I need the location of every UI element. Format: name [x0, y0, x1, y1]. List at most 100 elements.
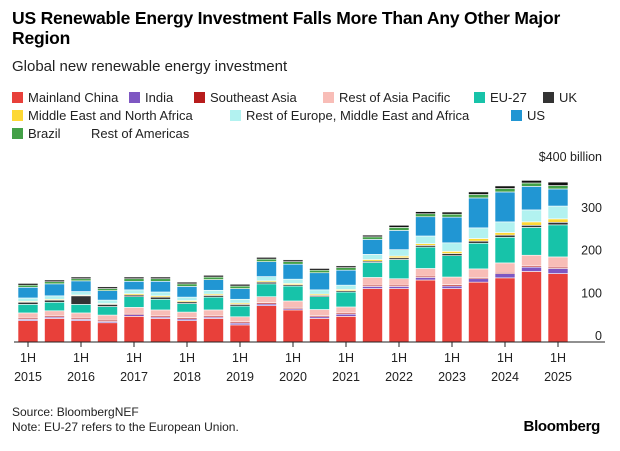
bar-segment-eu-27 — [362, 262, 383, 278]
bar-segment-mainland-china — [282, 309, 304, 343]
bars-layer — [17, 180, 569, 343]
x-tick-label-year: 2023 — [438, 370, 466, 384]
bar-segment-rest-of-asia-pacific — [123, 307, 145, 314]
bar-segment-us — [521, 186, 542, 211]
bar-segment-rest-of-americas — [521, 180, 542, 184]
bar-segment-rest-of-americas — [362, 234, 383, 238]
legend-label: Rest of Europe, Middle East and Africa — [246, 108, 470, 123]
x-tick-label-year: 2019 — [226, 370, 254, 384]
x-tick-label-year: 2016 — [67, 370, 95, 384]
bar-segment-eu-27 — [441, 255, 463, 278]
y-labels-layer: 0 100 200 300 $400 billion — [539, 150, 602, 343]
bar-segment-us — [309, 272, 330, 291]
x-tick-label-half: 1H — [444, 351, 460, 365]
bar-segment-eu-27 — [468, 242, 489, 270]
legend-row-1: Mainland China India Southeast Asia Rest… — [12, 90, 612, 108]
source-text: Source: BloombergNEF — [12, 405, 139, 419]
bar-segment-brazil — [547, 185, 569, 190]
x-tick-label-half: 1H — [285, 351, 301, 365]
legend-label: Rest of Asia Pacific — [339, 90, 451, 105]
legend-label: Southeast Asia — [210, 90, 297, 105]
legend-label: Brazil — [28, 126, 61, 141]
y-unit-label: $400 billion — [539, 150, 602, 164]
bar-segment-mainland-china — [547, 273, 569, 343]
bar-segment-uk — [547, 222, 569, 226]
bar-segment-rest-of-americas — [335, 265, 357, 268]
bar-segment-middle-east-and-north-africa — [521, 221, 542, 226]
bar-segment-eu-27 — [521, 227, 542, 256]
bar-segment-rest-of-europe-middle-east-and-africa — [97, 299, 118, 304]
bar-segment-rest-of-europe-middle-east-and-africa — [256, 276, 277, 282]
bar-segment-mainland-china — [362, 288, 383, 343]
bar-segment-rest-of-americas — [441, 211, 463, 215]
x-tick-label-half: 1H — [550, 351, 566, 365]
bar-segment-mainland-china — [70, 320, 92, 343]
bar-segment-rest-of-europe-middle-east-and-africa — [309, 289, 330, 295]
bar-segment-rest-of-americas — [388, 224, 410, 228]
chart-subtitle: Global new renewable energy investment — [12, 58, 288, 75]
x-tick-label-half: 1H — [73, 351, 89, 365]
bar-segment-rest-of-europe-middle-east-and-africa — [282, 278, 304, 284]
x-tick-label-half: 1H — [20, 351, 36, 365]
bar-segment-brazil — [362, 236, 383, 240]
bar-segment-eu-27 — [203, 296, 224, 311]
legend-label: US — [527, 108, 546, 123]
legend-item-rest-of-asia-pacific: Rest of Asia Pacific — [323, 90, 450, 105]
x-tick-label-half: 1H — [232, 351, 248, 365]
bar-segment-mainland-china — [415, 279, 436, 343]
bar-segment-brazil — [44, 281, 65, 285]
bar-segment-brazil — [415, 213, 436, 218]
bar-segment-rest-of-asia-pacific — [256, 296, 277, 303]
bar-segment-us — [17, 286, 39, 299]
bar-segment-us — [229, 288, 251, 300]
bar-segment-eu-27 — [70, 304, 92, 314]
bar-segment-rest-of-asia-pacific — [547, 256, 569, 268]
y-tick-label: 300 — [581, 201, 602, 215]
legend-item-us: US — [511, 108, 545, 123]
bar-segment-eu-27 — [309, 296, 330, 310]
bar-segment-india — [468, 278, 489, 283]
bar-segment-us — [335, 269, 357, 286]
bar-segment-rest-of-asia-pacific — [97, 314, 118, 321]
bar-segment-rest-of-asia-pacific — [176, 311, 198, 318]
legend-label: Middle East and North Africa — [28, 108, 193, 123]
bar-segment-brazil — [256, 258, 277, 262]
bar-segment-rest-of-americas — [150, 276, 171, 280]
x-tick-label-half: 1H — [126, 351, 142, 365]
chart-title: US Renewable Energy Investment Falls Mor… — [12, 8, 561, 48]
legend-item-mainland-china: Mainland China — [12, 90, 118, 105]
bar-segment-rest-of-europe-middle-east-and-africa — [229, 298, 251, 304]
bar-segment-rest-of-asia-pacific — [150, 309, 171, 317]
bar-segment-india — [547, 268, 569, 274]
bar-segment-us — [388, 230, 410, 250]
bar-segment-us — [44, 283, 65, 297]
bar-segment-rest-of-americas — [17, 283, 39, 286]
x-ticks-layer: 1H 2015 1H 2016 1H 2017 1H 2018 1H 2019 1H 2020 1H 20… — [14, 342, 572, 384]
bar-segment-rest-of-asia-pacific — [468, 268, 489, 278]
bar-segment-mainland-china — [521, 271, 542, 343]
bar-segment-us — [547, 188, 569, 207]
bar-segment-brazil — [176, 283, 198, 287]
bar-segment-rest-of-asia-pacific — [494, 262, 516, 273]
bar-segment-us — [123, 280, 145, 291]
bloomberg-logo: Bloomberg — [523, 418, 601, 435]
legend-swatch — [194, 92, 205, 103]
bar-segment-mainland-china — [97, 322, 118, 343]
bar-segment-rest-of-europe-middle-east-and-africa — [150, 291, 171, 297]
legend-swatch — [75, 128, 86, 139]
bar-segment-us — [176, 286, 198, 298]
bar-segment-middle-east-and-north-africa — [494, 232, 516, 236]
bar-segment-rest-of-americas — [415, 211, 436, 215]
legend-row-3: Brazil Rest of Americas — [12, 126, 612, 144]
bar-segment-eu-27 — [256, 283, 277, 297]
x-tick-label-half: 1H — [497, 351, 513, 365]
stacked-bar-chart: 1H 2015 1H 2016 1H 2017 1H 2018 1H 2019 1H 2020 1H 20… — [14, 150, 605, 384]
bar-segment-brazil — [203, 276, 224, 280]
footer: Source: BloombergNEF Note: EU-27 refers … — [12, 405, 239, 435]
bar-segment-mainland-china — [176, 320, 198, 343]
bar-segment-rest-of-asia-pacific — [309, 309, 330, 316]
bar-segment-eu-27 — [335, 291, 357, 308]
x-tick-label-half: 1H — [338, 351, 354, 365]
bar-segment-eu-27 — [494, 236, 516, 264]
bar-segment-rest-of-asia-pacific — [362, 277, 383, 286]
